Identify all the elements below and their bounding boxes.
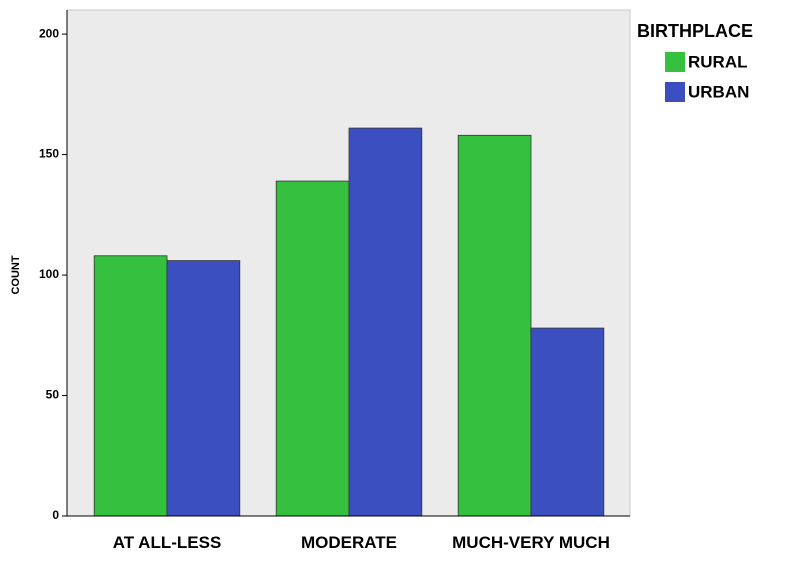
bar — [275, 180, 350, 517]
legend-label: RURAL — [688, 52, 748, 71]
legend-title: BIRTHPLACE — [637, 21, 753, 41]
y-tick-label: 100 — [39, 267, 59, 281]
bar — [530, 327, 605, 517]
bar — [166, 260, 241, 517]
y-tick-label: 0 — [52, 508, 59, 522]
bar — [457, 134, 532, 517]
y-tick-label: 150 — [39, 147, 59, 161]
legend-label: URBAN — [688, 82, 749, 101]
bar — [93, 255, 168, 517]
y-tick-label: 50 — [46, 388, 60, 402]
y-axis-label: COUNT — [10, 255, 22, 294]
x-tick-label: AT ALL-LESS — [112, 533, 222, 552]
x-tick-label: MUCH-VERY MUCH — [452, 533, 610, 552]
legend-swatch — [665, 52, 685, 72]
y-tick-label: 200 — [39, 26, 59, 40]
bar — [348, 127, 423, 517]
x-tick-label: MODERATE — [300, 533, 397, 552]
legend-swatch — [665, 82, 685, 102]
